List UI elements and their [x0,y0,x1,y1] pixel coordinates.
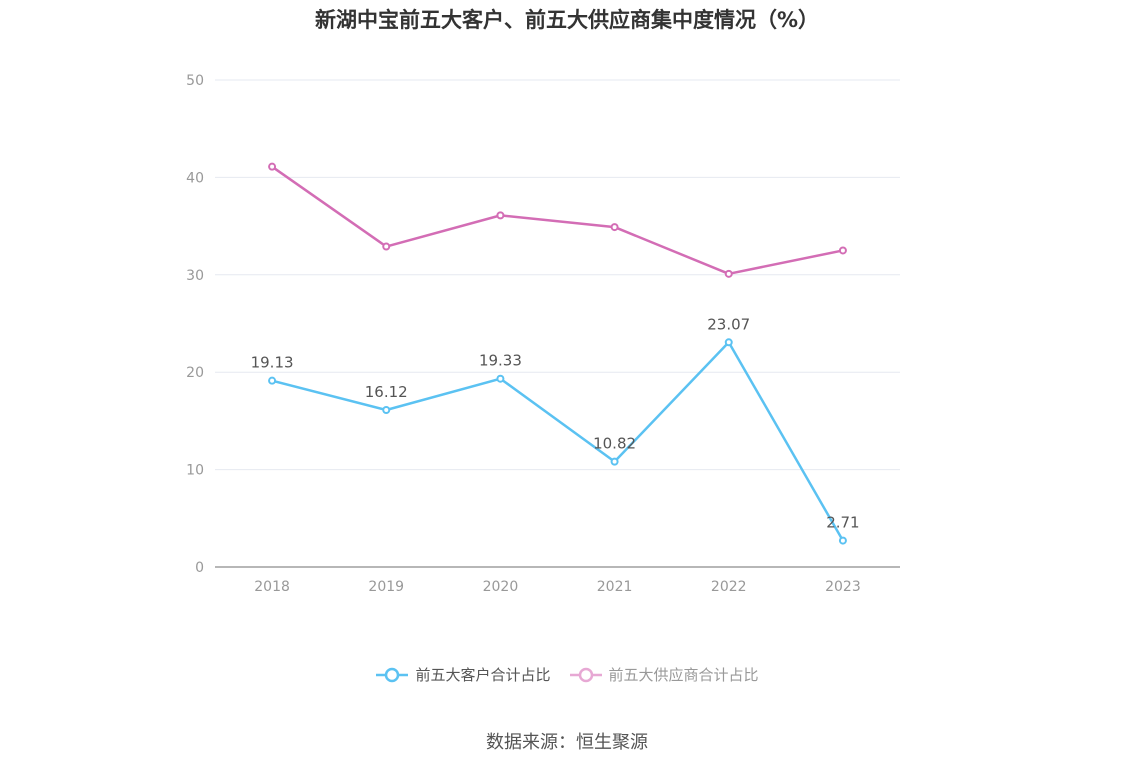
data-label-customers-2019: 16.12 [365,383,408,401]
legend-marker-suppliers-icon [569,667,602,682]
data-label-customers-2018: 19.13 [251,354,294,372]
y-tick-label-0: 0 [195,560,204,576]
data-point-customers-2021 [610,457,619,466]
legend-label-customers: 前五大客户合计占比 [415,666,551,684]
y-tick-label-2: 20 [186,365,204,381]
legend-item-suppliers[interactable]: 前五大供应商合计占比 [569,664,759,685]
data-source-note: 数据来源：恒生聚源 [486,732,648,753]
x-tick-label-2021: 2021 [597,579,633,595]
data-point-suppliers-2021 [610,223,619,232]
x-tick-label-2022: 2022 [711,579,747,595]
data-point-customers-2020 [496,374,505,383]
data-label-customers-2023: 2.71 [826,514,859,532]
x-tick-label-2019: 2019 [368,579,404,595]
chart-legend: 前五大客户合计占比 前五大供应商合计占比 [0,664,1134,685]
data-point-suppliers-2020 [496,211,505,220]
legend-item-customers[interactable]: 前五大客户合计占比 [375,664,551,685]
line-chart: 0 10 20 30 40 50 2018 2019 2020 2021 2022 2023 19.13… [186,73,900,595]
legend-marker-customers-icon [376,667,409,682]
data-point-customers-2019 [382,405,391,414]
data-point-suppliers-2018 [268,162,277,171]
series-line-suppliers [271,165,844,276]
y-tick-label-3: 30 [186,268,204,284]
data-label-customers-2020: 19.33 [479,352,522,370]
y-tick-label-5: 50 [186,73,204,89]
x-tick-label-2018: 2018 [254,579,290,595]
data-point-customers-2018 [268,376,277,385]
data-point-customers-2022 [724,338,733,347]
x-tick-label-2020: 2020 [483,579,519,595]
series-line-customers [271,341,844,542]
y-tick-label-4: 40 [186,170,204,186]
data-point-suppliers-2019 [382,242,391,251]
data-point-suppliers-2022 [724,269,733,278]
legend-label-suppliers: 前五大供应商合计占比 [608,666,759,684]
x-tick-label-2023: 2023 [825,579,861,595]
y-tick-label-1: 10 [186,463,204,479]
data-point-suppliers-2023 [838,246,847,255]
data-label-customers-2021: 10.82 [593,435,636,453]
chart-title: 新湖中宝前五大客户、前五大供应商集中度情况（%） [314,8,820,32]
data-point-customers-2023 [838,536,847,545]
data-label-customers-2022: 23.07 [707,315,750,333]
